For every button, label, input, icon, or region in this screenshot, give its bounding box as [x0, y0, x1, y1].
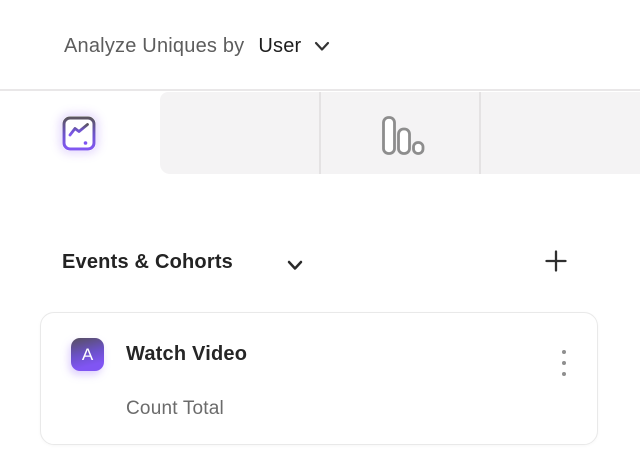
- line-chart-icon: [62, 116, 96, 151]
- tab-retention[interactable]: [480, 91, 640, 174]
- add-metric-button[interactable]: [544, 249, 568, 275]
- plus-icon: [545, 249, 567, 275]
- event-letter-badge: A: [71, 338, 104, 371]
- event-card[interactable]: A Watch Video Count Total: [40, 312, 598, 445]
- event-card-menu-button[interactable]: [552, 340, 576, 386]
- tab-flows[interactable]: [320, 91, 480, 174]
- tab-bar-chart[interactable]: [160, 91, 425, 174]
- tab-insights-line-chart[interactable]: [0, 91, 160, 174]
- chevron-down-icon[interactable]: [287, 258, 303, 276]
- events-cohorts-heading[interactable]: Events & Cohorts: [62, 251, 234, 273]
- kebab-menu-icon: [561, 349, 567, 355]
- analyze-by-label: Analyze Uniques by: [64, 35, 245, 57]
- analyze-by-value[interactable]: User: [258, 35, 302, 57]
- event-name[interactable]: Watch Video: [126, 343, 248, 365]
- tab-divider: [479, 92, 481, 174]
- chevron-down-icon[interactable]: [314, 41, 330, 52]
- bar-chart-icon: [378, 112, 426, 162]
- analyze-header: Analyze Uniques by User: [0, 0, 640, 91]
- event-aggregation[interactable]: Count Total: [126, 398, 224, 419]
- chart-type-tabstrip: [0, 91, 640, 174]
- tab-divider: [319, 92, 321, 174]
